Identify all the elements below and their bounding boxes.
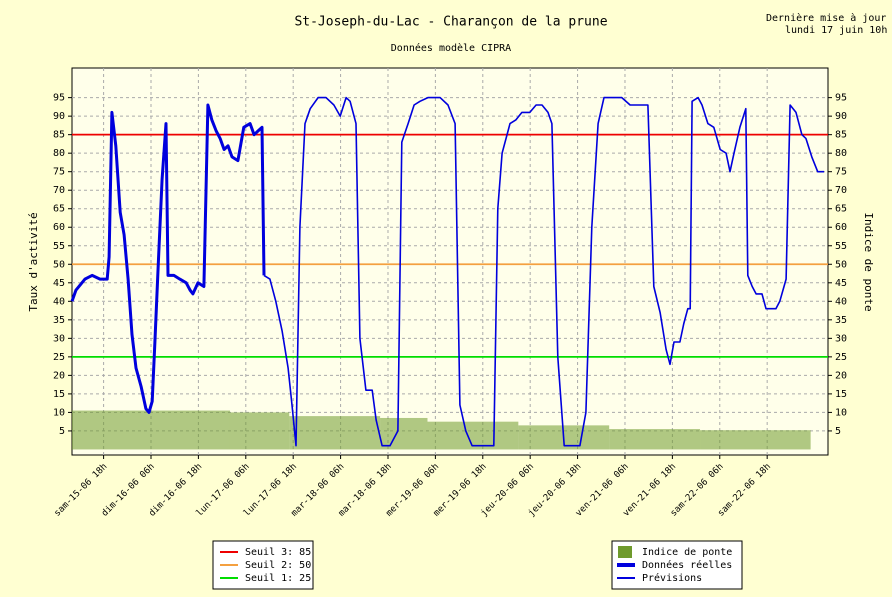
- indice-bar: [230, 412, 289, 449]
- y-tick-label: 85: [53, 130, 65, 141]
- legend-label: Données réelles: [642, 559, 732, 571]
- y-tick-label: 25: [53, 352, 65, 363]
- indice-bar: [72, 411, 230, 450]
- y-tick-label: 50: [53, 259, 65, 270]
- y-tick-label: 20: [53, 370, 65, 381]
- y2-tick-label: 30: [835, 333, 847, 344]
- y2-tick-label: 85: [835, 130, 847, 141]
- update-line: Dernière mise à jour: [766, 12, 886, 24]
- y-tick-label: 75: [53, 167, 65, 178]
- y2-tick-label: 40: [835, 296, 847, 307]
- y-axis-label: Taux d'activité: [27, 212, 40, 311]
- y2-tick-label: 15: [835, 389, 847, 400]
- y-tick-label: 40: [53, 296, 65, 307]
- legend-label: Seuil 2: 50: [245, 560, 311, 571]
- y2-tick-label: 45: [835, 278, 847, 289]
- legend-label: Prévisions: [642, 572, 702, 584]
- page: St-Joseph-du-Lac - Charançon de la prune…: [0, 0, 892, 597]
- indice-bar: [380, 418, 427, 449]
- y-tick-label: 30: [53, 333, 65, 344]
- y2-tick-label: 25: [835, 352, 847, 363]
- y2-tick-label: 50: [835, 259, 847, 270]
- legend-label: Seuil 1: 25: [245, 573, 311, 584]
- y-tick-label: 45: [53, 278, 65, 289]
- y-tick-label: 35: [53, 315, 65, 326]
- y-tick-label: 55: [53, 241, 65, 252]
- legend-swatch: [618, 546, 632, 558]
- y2-axis-label: Indice de ponte: [862, 212, 875, 311]
- update-line: lundi 17 juin 10h: [785, 25, 887, 36]
- legend-label: Indice de ponte: [642, 547, 732, 558]
- chart-title: St-Joseph-du-Lac - Charançon de la prune: [294, 15, 607, 30]
- y-tick-label: 60: [53, 222, 65, 233]
- indice-bar: [700, 430, 811, 449]
- indice-bar: [289, 416, 380, 449]
- y-tick-label: 95: [53, 93, 65, 104]
- y2-tick-label: 10: [835, 407, 847, 418]
- plot-area: [72, 68, 828, 455]
- y-tick-label: 90: [53, 111, 65, 122]
- legend-label: Seuil 3: 85: [245, 547, 311, 558]
- chart: St-Joseph-du-Lac - Charançon de la prune…: [0, 0, 892, 597]
- y2-tick-label: 60: [835, 222, 847, 233]
- chart-subtitle: Données modèle CIPRA: [391, 42, 511, 54]
- y2-tick-label: 55: [835, 241, 847, 252]
- y2-tick-label: 35: [835, 315, 847, 326]
- y2-tick-label: 95: [835, 93, 847, 104]
- y-tick-label: 15: [53, 389, 65, 400]
- y-tick-label: 80: [53, 148, 65, 159]
- y-tick-label: 5: [59, 426, 65, 437]
- y-tick-label: 70: [53, 185, 65, 196]
- y2-tick-label: 5: [835, 426, 841, 437]
- y2-tick-label: 80: [835, 148, 847, 159]
- y-tick-label: 10: [53, 407, 65, 418]
- y2-tick-label: 65: [835, 204, 847, 215]
- indice-bar: [609, 429, 700, 449]
- y2-tick-label: 90: [835, 111, 847, 122]
- y2-tick-label: 20: [835, 370, 847, 381]
- y2-tick-label: 70: [835, 185, 847, 196]
- y2-tick-label: 75: [835, 167, 847, 178]
- y-tick-label: 65: [53, 204, 65, 215]
